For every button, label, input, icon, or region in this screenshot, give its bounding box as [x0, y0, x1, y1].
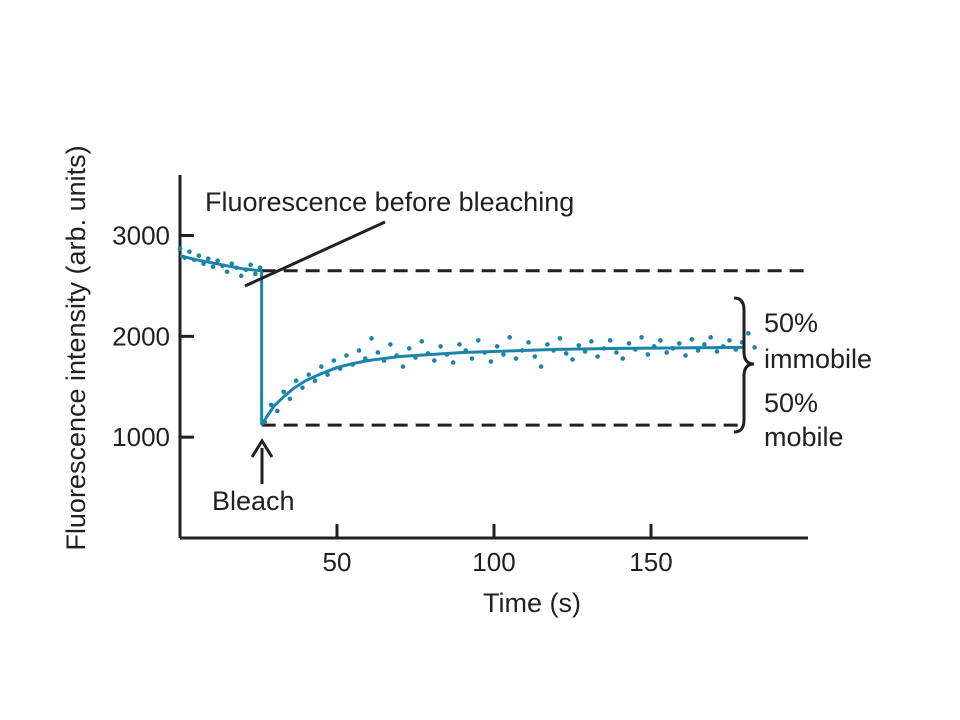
data-point	[229, 261, 235, 267]
y-axis-title: Fluorescence intensity (arb. units)	[61, 145, 91, 550]
data-point	[319, 364, 324, 369]
data-point	[196, 253, 202, 258]
annotations: Fluorescence before bleaching Bleach 50%…	[205, 187, 872, 516]
data-point	[248, 262, 253, 268]
data-point	[494, 344, 500, 349]
y-tick-label: 3000	[112, 221, 170, 251]
fit-curves	[179, 254, 746, 426]
data-point	[457, 342, 462, 347]
data-point	[238, 273, 244, 279]
data-point	[300, 385, 305, 391]
data-point	[287, 396, 293, 402]
immobile-percent: 50%	[764, 308, 818, 338]
data-point	[306, 372, 312, 377]
data-point	[469, 356, 475, 361]
data-point	[526, 340, 531, 345]
data-point	[312, 378, 318, 384]
data-point	[476, 338, 481, 343]
immobile-brace	[733, 296, 755, 434]
data-point	[507, 335, 512, 340]
data-point	[658, 338, 663, 343]
data-point	[513, 356, 519, 361]
data-point	[224, 269, 230, 275]
x-tick-label: 150	[629, 547, 672, 577]
mobile-label: mobile	[764, 422, 844, 452]
data-point	[614, 350, 619, 355]
data-point	[400, 364, 406, 369]
data-point	[714, 349, 720, 354]
data-point	[683, 353, 688, 358]
data-point	[576, 343, 582, 348]
data-point	[545, 342, 550, 347]
data-point	[595, 354, 600, 359]
data-point	[344, 353, 349, 358]
data-point	[253, 271, 258, 277]
data-point	[325, 372, 330, 377]
before-bleaching-label: Fluorescence before bleaching	[205, 187, 574, 217]
data-point	[563, 351, 569, 356]
data-point	[488, 359, 494, 364]
data-point	[752, 345, 757, 350]
data-point	[727, 338, 732, 343]
data-point	[375, 350, 381, 355]
tick-labels: 50 100 150 1000 2000 3000	[112, 221, 673, 578]
data-point	[695, 348, 701, 353]
data-point	[210, 264, 216, 270]
data-point	[702, 342, 707, 347]
data-point	[369, 336, 374, 341]
before-bleaching-pointer	[244, 220, 386, 288]
axes	[178, 175, 808, 540]
data-point	[538, 364, 544, 369]
tick-marks	[180, 234, 653, 538]
guide-lines	[261, 269, 808, 427]
data-point	[275, 408, 280, 414]
data-point	[281, 389, 286, 395]
data-point	[570, 357, 575, 362]
data-point	[388, 342, 393, 347]
data-point	[450, 360, 456, 365]
data-point	[607, 338, 613, 343]
data-point	[257, 265, 263, 271]
mobile-percent: 50%	[764, 388, 818, 418]
data-point	[438, 344, 443, 349]
data-point	[356, 348, 362, 353]
data-point	[177, 246, 183, 251]
data-points	[177, 246, 757, 425]
data-point	[215, 258, 220, 264]
data-point	[746, 331, 751, 336]
data-point	[406, 346, 412, 351]
data-point	[331, 358, 337, 363]
data-point	[432, 358, 437, 363]
data-point	[205, 256, 211, 261]
data-point	[589, 339, 594, 344]
data-point	[645, 352, 651, 357]
data-point	[689, 337, 695, 342]
x-axis-title: Time (s)	[483, 588, 581, 618]
data-point	[626, 341, 632, 346]
y-tick-label: 2000	[112, 321, 170, 351]
bleach-label: Bleach	[212, 486, 295, 516]
data-point	[620, 356, 626, 361]
x-tick-label: 100	[472, 547, 515, 577]
bleach-arrow-head	[250, 438, 274, 458]
y-tick-label: 1000	[112, 422, 170, 452]
fit-before-bleach	[179, 254, 262, 273]
data-point	[676, 341, 682, 346]
data-point	[639, 335, 644, 340]
data-point	[532, 354, 538, 359]
x-tick-label: 50	[323, 547, 352, 577]
fit-recovery	[260, 345, 746, 426]
immobile-label: immobile	[764, 344, 872, 374]
data-point	[187, 249, 192, 254]
data-point	[268, 402, 274, 408]
data-point	[501, 352, 506, 357]
data-point	[419, 339, 425, 344]
data-point	[293, 378, 299, 384]
data-point	[557, 336, 563, 341]
data-point	[708, 335, 713, 340]
data-point	[664, 350, 669, 355]
